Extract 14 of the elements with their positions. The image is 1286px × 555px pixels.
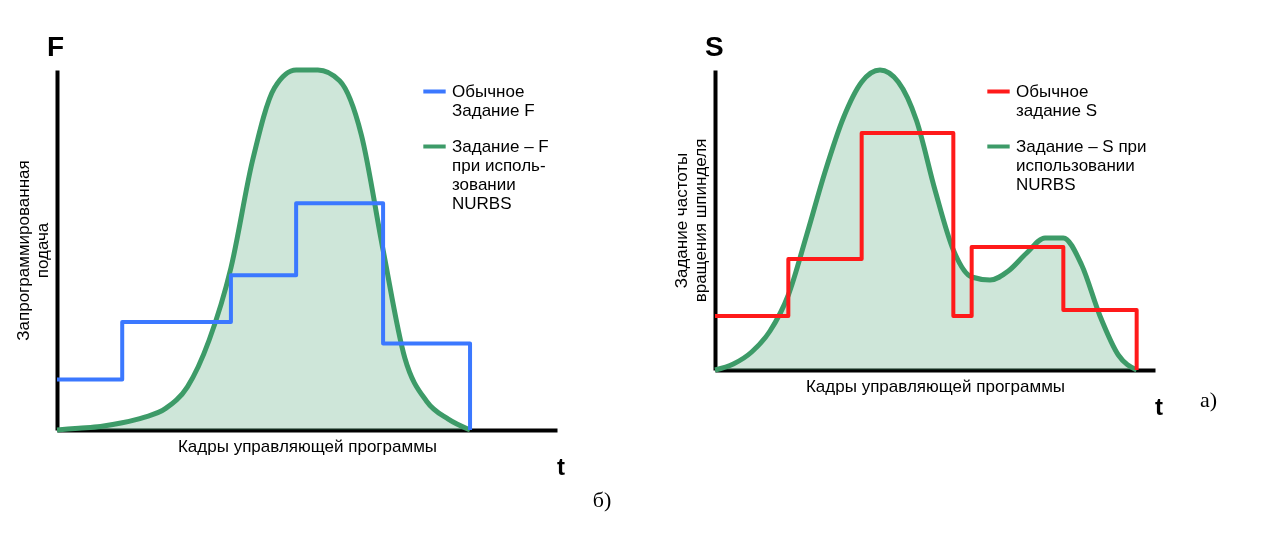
text: а) (1200, 387, 1218, 412)
legend-label: Задание – S при использовании NURBS (1016, 136, 1147, 194)
text: б) (592, 487, 612, 512)
y-axis-title: Запрограммированная подача (13, 160, 52, 341)
x-axis-title: Кадры управляющей программы (805, 376, 1066, 396)
text: t (557, 453, 565, 480)
legend-label: Обычное Задание F (452, 81, 535, 120)
x-axis-title: Кадры управляющей программы (177, 436, 438, 456)
legend-label: Задание – F при исполь- зовании NURBS (452, 136, 549, 213)
text: F (47, 31, 65, 62)
text: S (705, 31, 724, 62)
text: t (1155, 393, 1163, 420)
y-axis-title: Задание частоты вращения шпинделя (671, 138, 710, 303)
legend-label: Обычное задание S (1016, 81, 1098, 120)
